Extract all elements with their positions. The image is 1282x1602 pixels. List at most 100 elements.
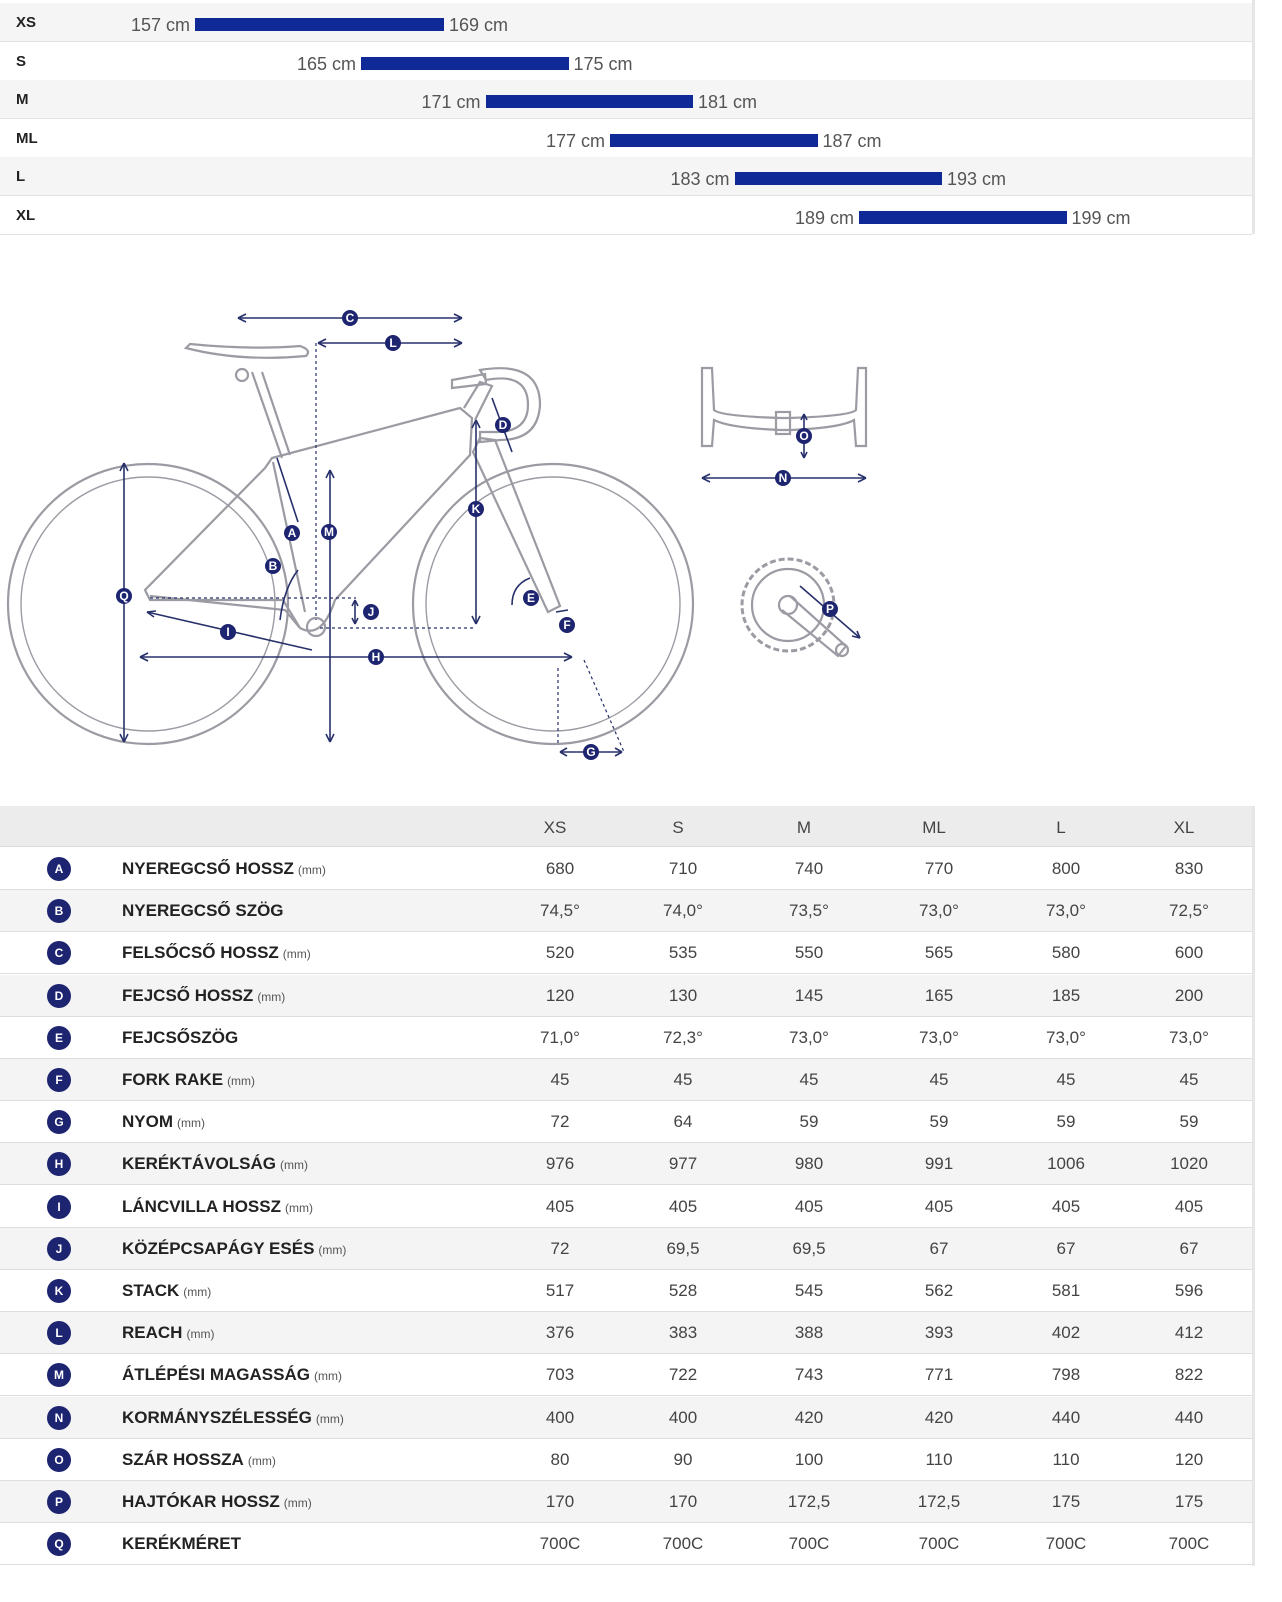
value-cell: 175 <box>1051 1492 1081 1511</box>
value-cell: 1020 <box>1170 1154 1208 1174</box>
dimension-lines <box>119 313 625 757</box>
crankset-detail <box>740 557 861 658</box>
range-max-label: 169 cm <box>449 15 509 35</box>
value-cell: 1006 <box>1047 1154 1085 1174</box>
value-cell: 580 <box>1051 943 1081 963</box>
size-code: M <box>16 91 29 109</box>
size-range-row: S 165 cm 175 cm <box>0 42 1252 81</box>
value-cell: 59 <box>799 1112 819 1132</box>
value-cell: 405 <box>1174 1196 1204 1216</box>
range-max-label: 175 cm <box>573 53 633 74</box>
value-cell: 376 <box>545 1323 575 1343</box>
value-cell: 520 <box>545 943 575 963</box>
badge-letter: G <box>586 745 595 759</box>
dimension-badge-j: J <box>363 604 379 620</box>
height-range-bar <box>734 172 942 186</box>
table-edge <box>1252 0 1255 234</box>
dimension-badge-a: A <box>284 525 300 541</box>
value-cell: 700C <box>1168 1534 1210 1554</box>
value-cell: 581 <box>1051 1281 1081 1300</box>
dimension-badge-d: D <box>495 417 511 433</box>
value-cell: 67 <box>1056 1238 1076 1258</box>
geometry-row-o: O SZÁR HOSSZA (mm) 80 90 100 110 110 120 <box>0 1439 1252 1481</box>
geometry-row-c: C FELSŐCSŐ HOSSZ (mm) 520 535 550 565 580 600 <box>0 932 1252 975</box>
value-cell: 130 <box>668 985 698 1005</box>
measurement-label: KÖZÉPCSAPÁGY ESÉS (mm) <box>122 1239 346 1259</box>
measurement-unit: (mm) <box>183 1285 212 1299</box>
column-header-xs: XS <box>543 818 567 837</box>
measurement-unit: (mm) <box>282 947 311 962</box>
value-cell: 771 <box>924 1365 954 1385</box>
value-cell: 45 <box>799 1070 819 1089</box>
range-max-label: 193 cm <box>947 169 1007 190</box>
badge-letter: N <box>779 471 788 485</box>
value-cell: 388 <box>794 1323 824 1343</box>
letter-badge: F <box>47 1068 71 1092</box>
size-code: XS <box>16 14 37 31</box>
measurement-label: ÁTLÉPÉSI MAGASSÁG (mm) <box>122 1365 342 1385</box>
bike-frame <box>143 342 562 638</box>
badge-letter: K <box>472 502 481 516</box>
value-cell: 402 <box>1051 1323 1081 1343</box>
value-cell: 45 <box>1179 1070 1199 1089</box>
dimension-badge-e: E <box>523 590 539 606</box>
value-cell: 562 <box>924 1281 954 1300</box>
value-cell: 991 <box>924 1154 954 1174</box>
geometry-row-m: M ÁTLÉPÉSI MAGASSÁG (mm) 703 722 743 771 798 822 <box>0 1354 1252 1397</box>
value-cell: 73,0° <box>919 901 959 921</box>
value-cell: 73,0° <box>919 1027 959 1047</box>
size-range-row: M 171 cm 181 cm <box>0 80 1252 120</box>
value-cell: 545 <box>794 1281 824 1300</box>
dimension-badge-l: L <box>385 335 401 351</box>
measurement-unit: (mm) <box>186 1327 215 1342</box>
height-range-bar <box>361 56 569 70</box>
value-cell: 170 <box>668 1492 698 1511</box>
badge-letter: H <box>372 650 381 664</box>
geometry-row-e: E FEJCSŐSZÖG 71,0° 72,3° 73,0° 73,0° 73,0° 73,0… <box>0 1017 1252 1059</box>
value-cell: 383 <box>668 1323 698 1343</box>
value-cell: 710 <box>668 859 698 878</box>
measurement-label: FEJCSŐSZÖG <box>122 1028 238 1048</box>
value-cell: 412 <box>1174 1323 1204 1343</box>
value-cell: 100 <box>794 1449 824 1469</box>
badge-letter: F <box>563 618 570 632</box>
letter-badge: P <box>47 1490 71 1514</box>
value-cell: 45 <box>1056 1070 1076 1089</box>
measurement-name: REACH <box>122 1323 183 1343</box>
value-cell: 175 <box>1174 1492 1204 1511</box>
range-min-label: 189 cm <box>794 208 854 228</box>
letter-badge: C <box>47 941 71 966</box>
letter-badge: H <box>47 1152 71 1177</box>
measurement-label: NYOM (mm) <box>122 1112 205 1132</box>
height-range-bar <box>195 18 444 31</box>
letter-badge: L <box>47 1321 71 1346</box>
value-cell: 145 <box>794 985 824 1005</box>
geometry-row-d: D FEJCSŐ HOSSZ (mm) 120 130 145 165 185 200 <box>0 974 1252 1017</box>
measurement-name: FELSŐCSŐ HOSSZ <box>122 943 279 963</box>
measurement-name: NYEREGCSŐ SZÖG <box>122 901 284 921</box>
value-cell: 69,5 <box>666 1238 700 1258</box>
value-cell: 59 <box>1056 1112 1076 1132</box>
badge-letter: A <box>288 526 297 540</box>
geometry-row-i: I LÁNCVILLA HOSSZ (mm) 405 405 405 405 405 405 <box>0 1186 1252 1228</box>
badge-letter: M <box>324 525 334 539</box>
value-cell: 72,3° <box>663 1027 703 1047</box>
value-cell: 110 <box>925 1449 953 1469</box>
measurement-label: KORMÁNYSZÉLESSÉG (mm) <box>122 1408 344 1428</box>
measurement-unit: (mm) <box>247 1453 276 1468</box>
letter-badge: Q <box>47 1532 71 1557</box>
value-cell: 700C <box>918 1534 960 1554</box>
letter-badge: N <box>47 1405 71 1430</box>
geometry-row-q: Q KERÉKMÉRET 700C 700C 700C 700C 700C 700C <box>0 1523 1252 1566</box>
value-cell: 110 <box>1052 1449 1080 1469</box>
value-cell: 120 <box>545 985 575 1005</box>
badge-letter: J <box>368 605 375 619</box>
value-cell: 517 <box>545 1281 575 1300</box>
measurement-unit: (mm) <box>284 1200 313 1215</box>
value-cell: 67 <box>929 1238 949 1258</box>
value-cell: 977 <box>668 1154 698 1174</box>
measurement-name: KORMÁNYSZÉLESSÉG <box>122 1407 312 1427</box>
letter-badge: J <box>47 1236 71 1261</box>
badge-letter: P <box>826 602 834 616</box>
geometry-row-h: H KERÉKTÁVOLSÁG (mm) 976 977 980 991 1006 1020 <box>0 1143 1252 1186</box>
